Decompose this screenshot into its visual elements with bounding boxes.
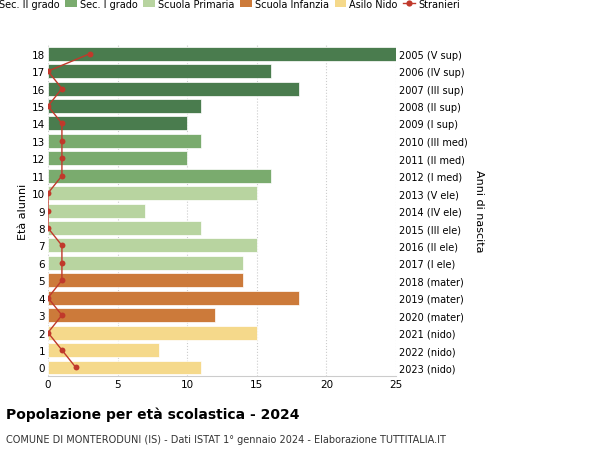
- Bar: [48, 222, 201, 235]
- Bar: [48, 274, 243, 288]
- Point: [43, 294, 53, 302]
- Point: [85, 51, 95, 58]
- Bar: [48, 169, 271, 183]
- Point: [43, 103, 53, 111]
- Bar: [48, 257, 243, 270]
- Bar: [48, 343, 160, 357]
- Point: [57, 155, 67, 162]
- Point: [57, 138, 67, 145]
- Text: Popolazione per età scolastica - 2024: Popolazione per età scolastica - 2024: [6, 406, 299, 421]
- Point: [57, 347, 67, 354]
- Bar: [48, 326, 257, 340]
- Point: [43, 190, 53, 197]
- Bar: [48, 83, 299, 96]
- Bar: [48, 134, 201, 149]
- Bar: [48, 291, 299, 305]
- Point: [57, 312, 67, 319]
- Point: [43, 225, 53, 232]
- Bar: [48, 65, 271, 79]
- Point: [57, 86, 67, 93]
- Bar: [48, 361, 201, 375]
- Bar: [48, 187, 257, 201]
- Bar: [48, 308, 215, 323]
- Point: [43, 68, 53, 76]
- Point: [57, 277, 67, 285]
- Point: [57, 260, 67, 267]
- Point: [57, 121, 67, 128]
- Bar: [48, 204, 145, 218]
- Point: [71, 364, 80, 371]
- Bar: [48, 100, 201, 114]
- Bar: [48, 239, 257, 253]
- Y-axis label: Età alunni: Età alunni: [18, 183, 28, 239]
- Legend: Sec. II grado, Sec. I grado, Scuola Primaria, Scuola Infanzia, Asilo Nido, Stran: Sec. II grado, Sec. I grado, Scuola Prim…: [0, 0, 460, 10]
- Point: [57, 242, 67, 250]
- Text: COMUNE DI MONTERODUNI (IS) - Dati ISTAT 1° gennaio 2024 - Elaborazione TUTTITALI: COMUNE DI MONTERODUNI (IS) - Dati ISTAT …: [6, 434, 446, 444]
- Bar: [48, 152, 187, 166]
- Point: [43, 329, 53, 336]
- Bar: [48, 117, 187, 131]
- Point: [43, 207, 53, 215]
- Point: [57, 173, 67, 180]
- Bar: [48, 48, 396, 62]
- Y-axis label: Anni di nascita: Anni di nascita: [474, 170, 484, 252]
